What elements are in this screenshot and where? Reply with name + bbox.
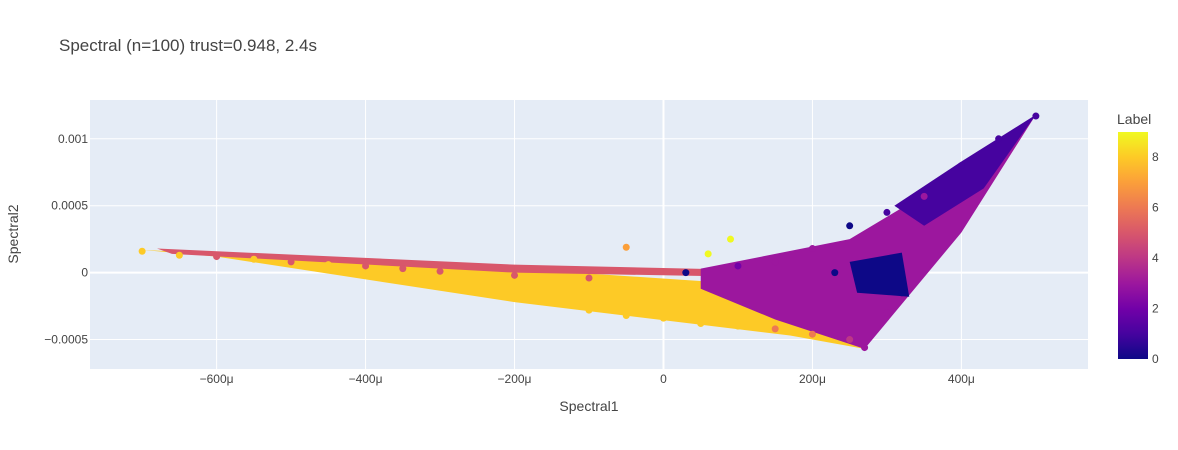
scatter-point [846,222,854,230]
scatter-point [704,250,712,258]
scatter-point [861,344,869,352]
band-label-8 [142,249,865,349]
scatter-point [808,330,816,338]
colorbar-tick-label: 6 [1152,201,1159,215]
colorbar-tick-label: 4 [1152,251,1159,265]
scatter-point [622,243,630,251]
scatter-point [436,279,444,287]
colorbar-tick-label: 0 [1152,352,1159,366]
x-tick-label: 0 [660,372,667,386]
band-label-5 [157,248,753,277]
scatter-point [883,309,891,317]
y-tick-label: 0 [81,266,88,280]
colorbar-tick-label: 2 [1152,302,1159,316]
scatter-point [771,325,779,333]
x-tick-label: −200μ [498,372,532,386]
scatter-point [808,245,816,253]
y-tick-label: 0.001 [58,132,88,146]
scatter-point [436,267,444,275]
scatter-point [920,192,928,200]
x-tick-label: 200μ [799,372,826,386]
scatter-point [734,262,742,270]
scatter-point [362,271,370,279]
scatter-point [957,162,965,170]
point-density-bands [142,114,1036,349]
colorbar-gradient [1118,132,1148,359]
scatter-point [511,293,519,301]
band-label-0 [849,252,910,297]
scatter-point [473,282,481,290]
scatter-point [324,261,332,269]
scatter-point [659,314,667,322]
scatter-point [727,235,735,243]
scatter-point [213,253,221,261]
scatter-point [585,306,593,314]
scatter-point [883,208,891,216]
x-tick-label: −400μ [349,372,383,386]
scatter-point [846,336,854,344]
colorbar: Label 0 2 4 6 8 [1117,111,1159,366]
scatter-point [585,274,593,282]
scatter-point [1032,112,1040,120]
scatter-point [250,255,258,263]
y-axis-ticks: −0.0005 0 0.0005 0.001 [44,132,88,347]
scatter-point [734,322,742,330]
scatter-point [995,135,1003,143]
x-axis-ticks: −600μ −400μ −200μ 0 200μ 400μ [200,372,975,386]
scatter-point [399,265,407,273]
band-label-1 [894,114,1036,226]
x-tick-label: 400μ [948,372,975,386]
scatter-point [548,298,556,306]
scatter-point [682,269,690,277]
scatter-point [511,271,519,279]
x-tick-label: −600μ [200,372,234,386]
y-tick-label: 0.0005 [51,199,88,213]
scatter-point [287,258,295,266]
scatter-point [175,251,183,259]
colorbar-title: Label [1117,111,1151,127]
colorbar-tick-label: 8 [1152,150,1159,164]
scatter-point [697,319,705,327]
colorbar-ticks: 0 2 4 6 8 [1152,150,1159,366]
band-label-3 [700,114,1036,349]
x-axis-title: Spectral1 [559,398,618,414]
y-axis-title: Spectral2 [5,204,21,263]
chart-title: Spectral (n=100) trust=0.948, 2.4s [59,36,317,55]
scatter-point [362,262,370,270]
scatter-point [771,258,779,266]
scatter-point [138,247,146,255]
scatter-point [622,311,630,319]
scatter-points [138,112,1040,352]
scatter-point [898,289,906,297]
scatter-point [831,269,839,277]
y-tick-label: −0.0005 [44,333,88,347]
